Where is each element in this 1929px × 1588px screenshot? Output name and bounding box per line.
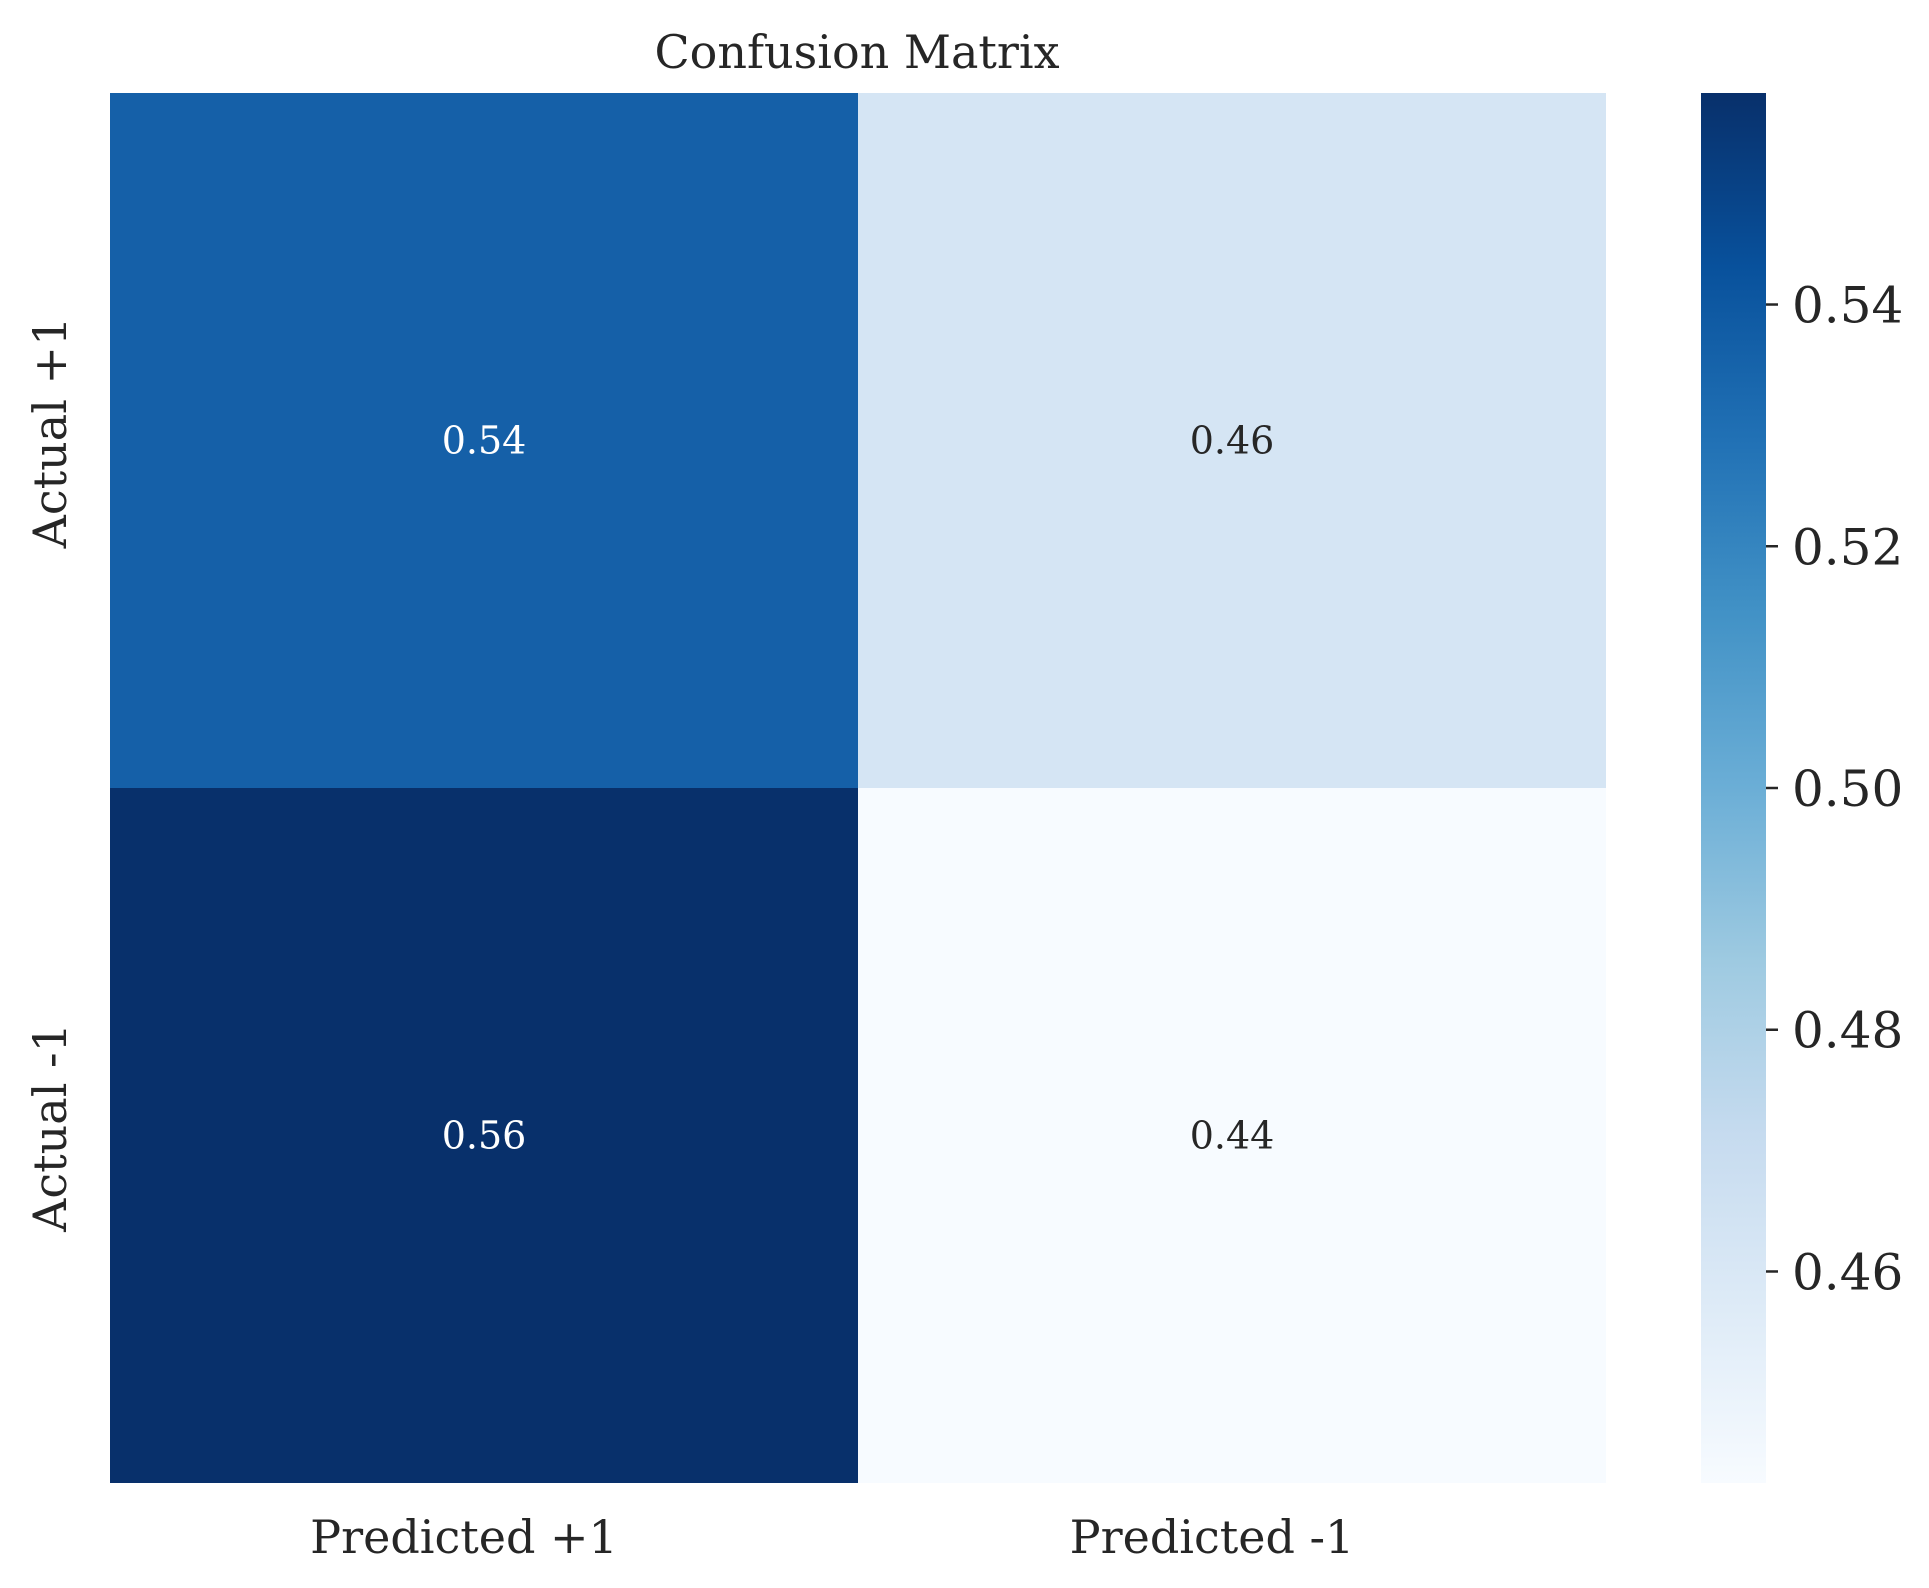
heatmap-cell-labels: 0.54 0.46 0.56 0.44 <box>442 419 1275 1158</box>
colorbar-tick-label-5: 0.54 <box>1792 277 1903 335</box>
heatmap-cell-r2-c1 <box>110 788 858 1483</box>
heatmap-cell-r1-c1 <box>110 93 858 788</box>
colorbar-ticks: 0.46 0.48 0.50 0.52 0.54 <box>1766 277 1903 1301</box>
y-tick-label-1: Actual +1 <box>23 317 77 550</box>
cell-value-label-r1-c1: 0.54 <box>442 419 527 463</box>
chart-title: Confusion Matrix <box>654 25 1059 79</box>
colorbar <box>1701 93 1766 1483</box>
cell-value-label-r1-c2: 0.46 <box>1190 419 1275 463</box>
colorbar-tick-label-2: 0.48 <box>1792 1002 1903 1060</box>
x-tick-label-2: Predicted -1 <box>1070 1510 1355 1564</box>
cell-value-label-r2-c1: 0.56 <box>442 1114 527 1158</box>
y-axis-tick-labels: Actual +1 Actual -1 <box>23 317 77 1233</box>
y-tick-label-2: Actual -1 <box>23 1023 77 1233</box>
colorbar-tick-label-3: 0.50 <box>1792 760 1903 818</box>
heatmap-cell-r2-c2 <box>858 788 1606 1483</box>
x-axis-tick-labels: Predicted +1 Predicted -1 <box>310 1510 1354 1564</box>
colorbar-tick-label-1: 0.46 <box>1792 1243 1903 1301</box>
cell-value-label-r2-c2: 0.44 <box>1190 1114 1275 1158</box>
heatmap-cells <box>110 93 1606 1483</box>
x-tick-label-1: Predicted +1 <box>310 1510 618 1564</box>
colorbar-tick-label-4: 0.52 <box>1792 518 1903 576</box>
heatmap-cell-r1-c2 <box>858 93 1606 788</box>
